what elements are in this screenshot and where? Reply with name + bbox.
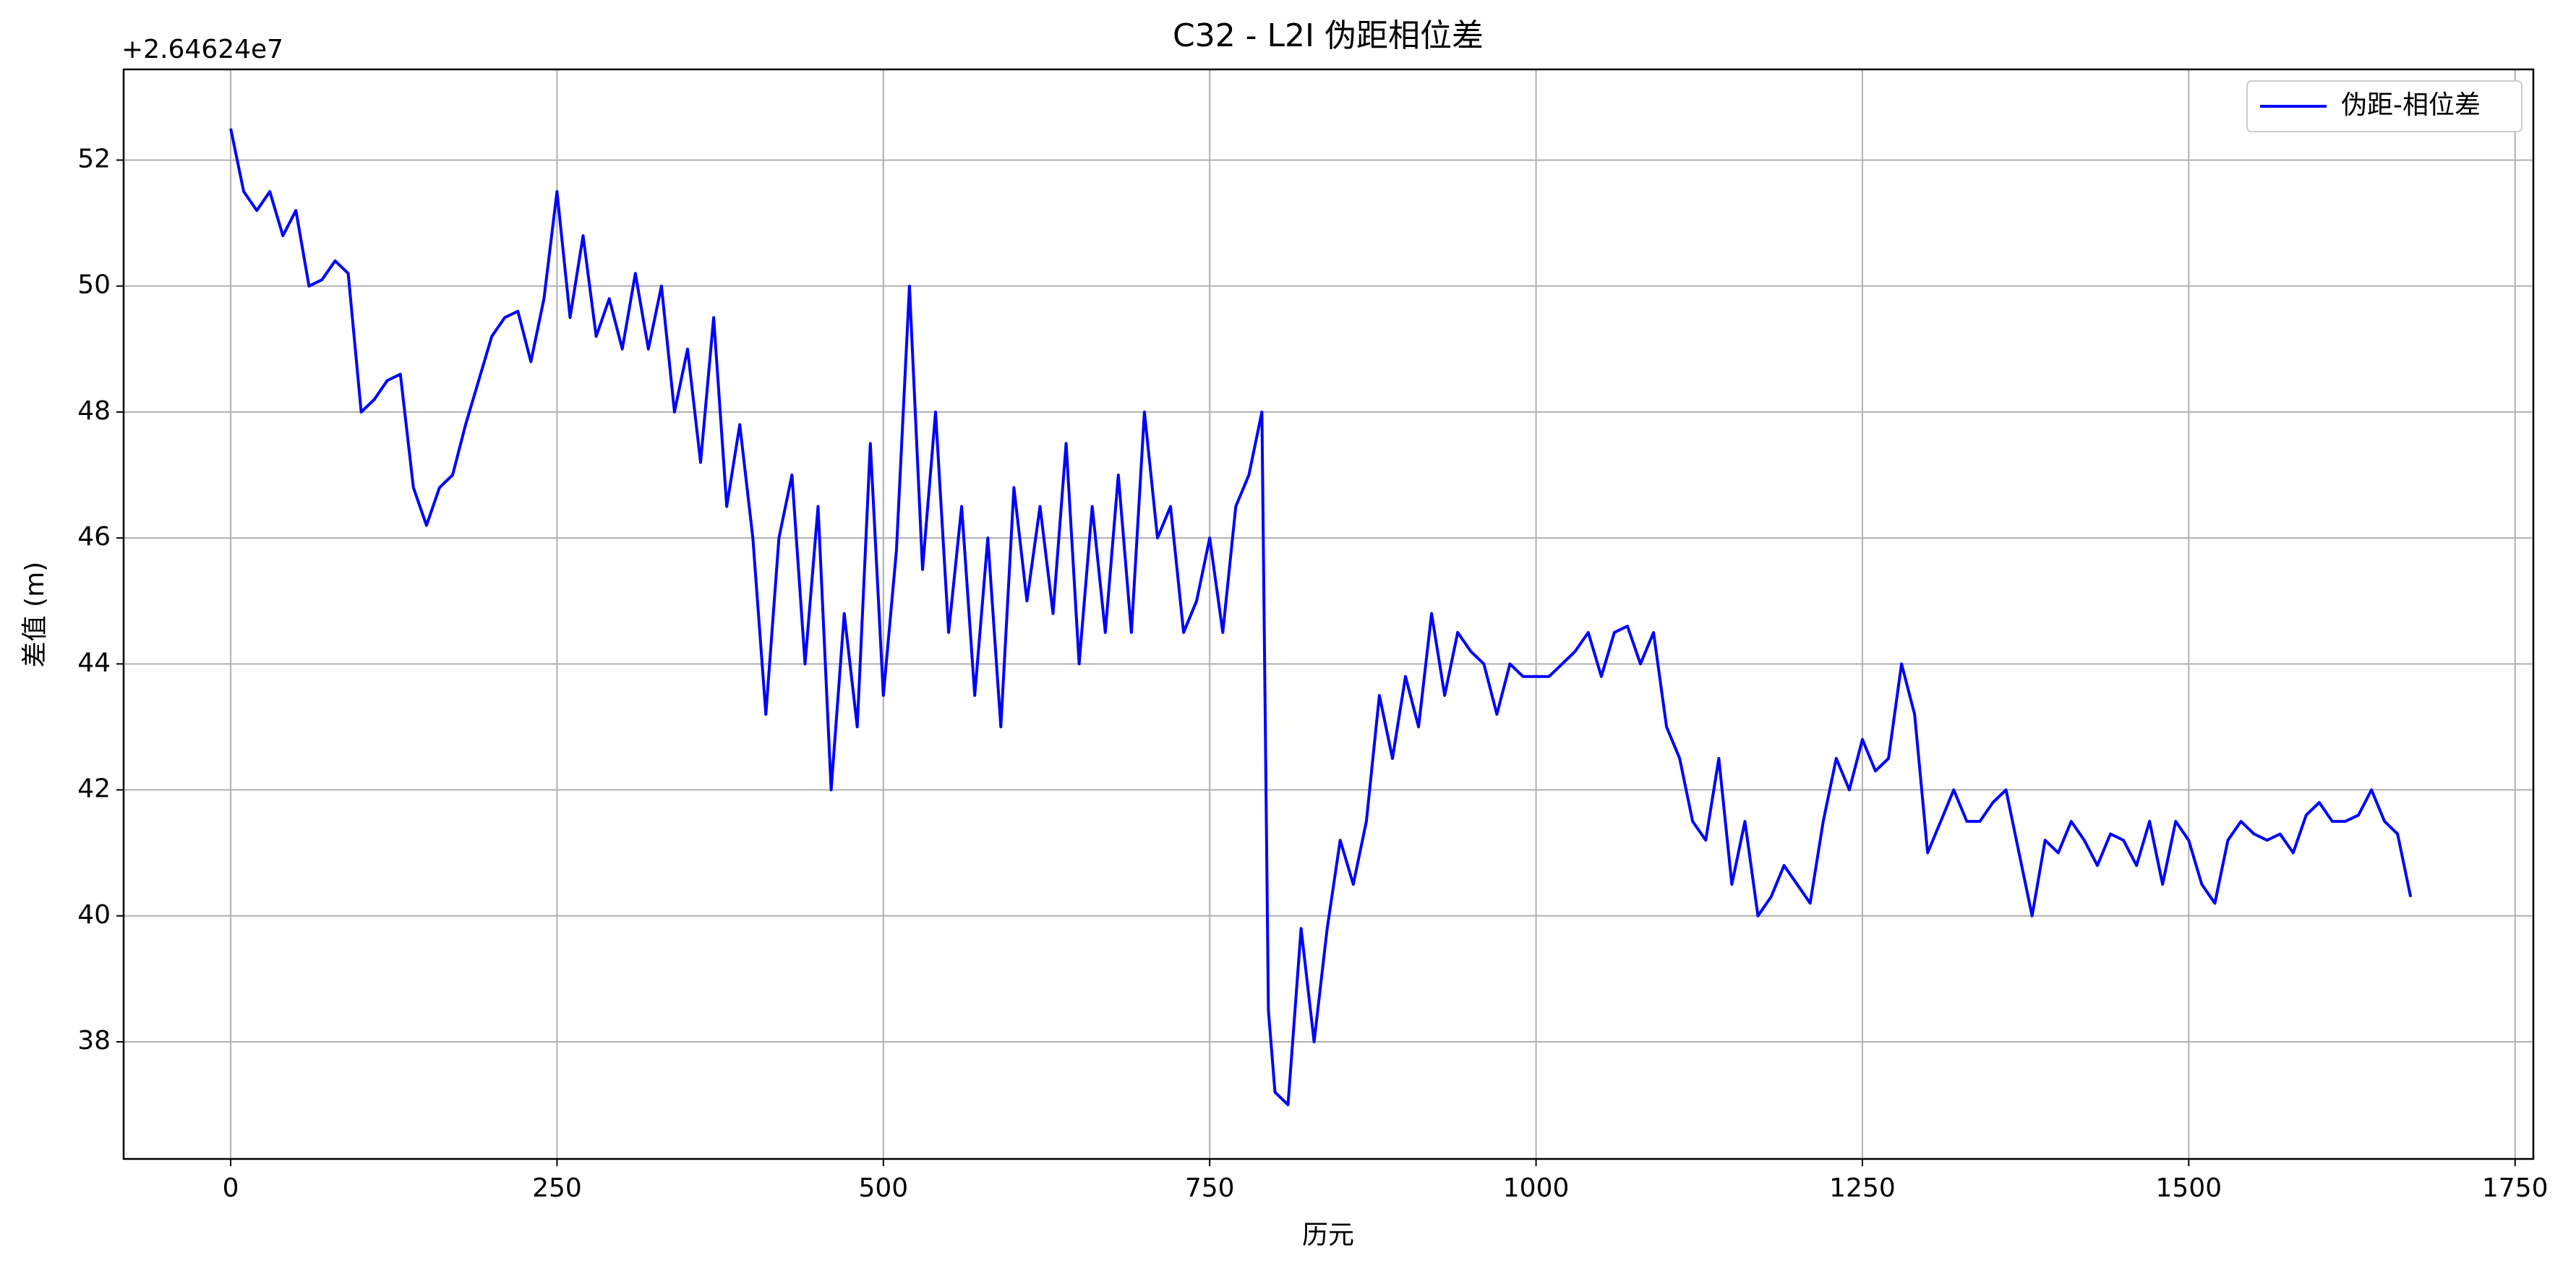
x-tick-label: 1000: [1503, 1173, 1570, 1203]
x-tick-label: 1250: [1829, 1173, 1896, 1203]
y-offset-label: +2.64624e7: [121, 35, 283, 64]
y-tick-label: 42: [77, 774, 111, 804]
x-tick-label: 500: [858, 1173, 908, 1203]
x-tick-label: 0: [223, 1173, 239, 1203]
x-tick-label: 1750: [2482, 1173, 2549, 1203]
y-tick-label: 40: [77, 900, 111, 930]
legend-label: 伪距-相位差: [2341, 90, 2481, 120]
data-line: [229, 128, 2413, 1107]
chart-title: C32 - L2I 伪距相位差: [1173, 17, 1484, 54]
legend: 伪距-相位差: [2246, 80, 2522, 132]
y-tick-label: 38: [77, 1026, 111, 1056]
y-tick-label: 44: [77, 648, 111, 677]
y-tick-label: 48: [77, 396, 111, 426]
plot-frame: [122, 68, 2535, 1160]
y-tick-label: 50: [77, 270, 111, 300]
y-axis-label: 差值 (m): [20, 562, 50, 668]
x-tick-label: 250: [532, 1173, 582, 1203]
x-tick-label: 750: [1185, 1173, 1235, 1203]
legend-box: [2246, 80, 2522, 132]
x-tick-label: 1500: [2156, 1173, 2222, 1203]
x-axis-label: 历元: [1302, 1220, 1354, 1250]
y-tick-label: 46: [77, 522, 111, 552]
y-tick-label: 52: [77, 144, 111, 174]
